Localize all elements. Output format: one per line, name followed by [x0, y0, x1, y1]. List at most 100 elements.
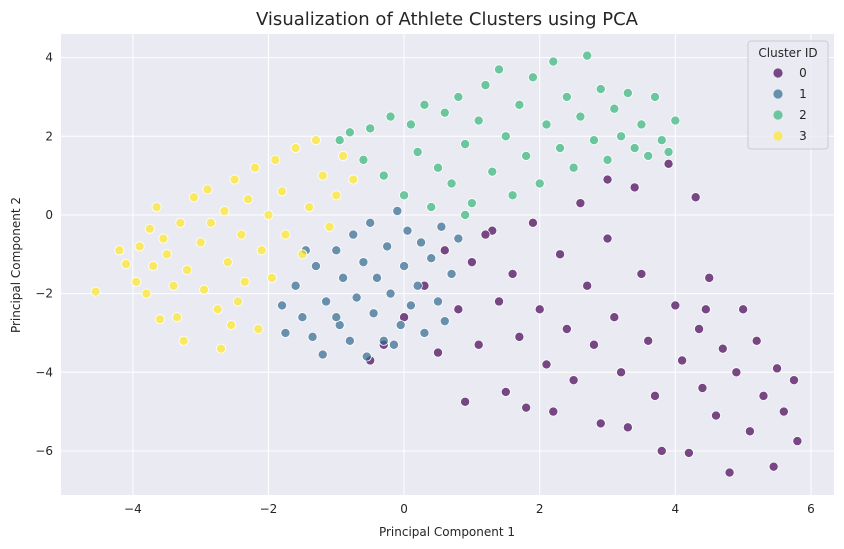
point-cluster-3: [236, 229, 247, 240]
point-cluster-1: [348, 229, 359, 240]
point-cluster-3: [202, 184, 213, 195]
point-cluster-0: [602, 174, 613, 185]
point-cluster-1: [321, 296, 332, 307]
point-cluster-0: [527, 217, 538, 228]
point-cluster-0: [507, 268, 518, 279]
x-tick-label: 0: [400, 502, 408, 516]
point-cluster-2: [582, 50, 593, 61]
point-cluster-2: [588, 135, 599, 146]
point-cluster-3: [243, 194, 254, 205]
point-cluster-1: [351, 292, 362, 303]
point-cluster-0: [629, 182, 640, 193]
point-cluster-2: [460, 139, 471, 150]
point-cluster-3: [216, 343, 227, 354]
point-cluster-0: [738, 304, 749, 315]
point-cluster-2: [616, 131, 627, 142]
point-cluster-1: [371, 272, 382, 283]
point-cluster-0: [609, 312, 620, 323]
point-cluster-0: [768, 461, 779, 472]
point-cluster-2: [419, 99, 430, 110]
point-cluster-0: [453, 304, 464, 315]
point-cluster-3: [161, 249, 172, 260]
point-cluster-1: [439, 316, 450, 327]
point-cluster-0: [494, 296, 505, 307]
point-cluster-0: [575, 198, 586, 209]
point-cluster-0: [649, 390, 660, 401]
y-ticks: −6 −4 −2 0 2 4: [35, 51, 53, 458]
point-cluster-1: [365, 217, 376, 228]
point-cluster-3: [304, 202, 315, 213]
point-cluster-2: [514, 99, 525, 110]
point-cluster-3: [348, 174, 359, 185]
point-cluster-2: [561, 91, 572, 102]
point-cluster-2: [412, 147, 423, 158]
point-cluster-2: [548, 56, 559, 67]
point-cluster-1: [361, 351, 372, 362]
point-cluster-3: [324, 221, 335, 232]
point-cluster-2: [602, 154, 613, 165]
point-cluster-3: [178, 335, 189, 346]
y-tick-label: −6: [35, 444, 53, 458]
point-cluster-2: [365, 123, 376, 134]
point-cluster-1: [307, 331, 318, 342]
point-cluster-3: [205, 217, 216, 228]
point-cluster-3: [229, 174, 240, 185]
point-cluster-3: [256, 245, 267, 256]
point-cluster-1: [419, 327, 430, 338]
point-cluster-2: [473, 115, 484, 126]
point-cluster-1: [358, 257, 369, 268]
point-cluster-3: [263, 209, 274, 220]
point-cluster-0: [724, 467, 735, 478]
point-cluster-3: [195, 237, 206, 248]
point-cluster-2: [487, 166, 498, 177]
point-cluster-0: [521, 402, 532, 413]
point-cluster-1: [290, 280, 301, 291]
point-cluster-3: [331, 190, 342, 201]
point-cluster-3: [212, 304, 223, 315]
point-cluster-0: [595, 418, 606, 429]
point-cluster-0: [677, 355, 688, 366]
legend-marker-1: [773, 89, 783, 99]
point-cluster-2: [439, 107, 450, 118]
point-cluster-2: [568, 162, 579, 173]
point-cluster-0: [616, 367, 627, 378]
point-cluster-2: [636, 119, 647, 130]
point-cluster-1: [412, 280, 423, 291]
legend-label: 2: [799, 108, 807, 122]
point-cluster-1: [388, 339, 399, 350]
point-cluster-1: [338, 272, 349, 283]
point-cluster-3: [297, 249, 308, 260]
legend-label: 0: [799, 66, 807, 80]
point-cluster-0: [778, 406, 789, 417]
legend: Cluster ID 0 1 2 3: [747, 40, 829, 150]
x-ticks: −4 −2 0 2 4 6: [124, 502, 815, 516]
point-cluster-2: [521, 150, 532, 161]
point-cluster-3: [266, 272, 277, 283]
point-cluster-3: [182, 265, 193, 276]
point-cluster-3: [239, 276, 250, 287]
point-cluster-1: [433, 296, 444, 307]
point-cluster-3: [154, 314, 165, 325]
point-cluster-0: [643, 335, 654, 346]
point-cluster-0: [663, 158, 674, 169]
point-cluster-1: [405, 300, 416, 311]
point-cluster-1: [317, 349, 328, 360]
point-cluster-0: [792, 436, 803, 447]
point-cluster-1: [436, 221, 447, 232]
point-cluster-0: [704, 272, 715, 283]
point-cluster-3: [134, 241, 145, 252]
point-cluster-0: [670, 300, 681, 311]
point-cluster-3: [232, 296, 243, 307]
point-cluster-2: [575, 111, 586, 122]
point-cluster-1: [331, 312, 342, 323]
point-cluster-3: [317, 170, 328, 181]
point-cluster-3: [114, 245, 125, 256]
point-cluster-3: [171, 312, 182, 323]
point-cluster-0: [744, 426, 755, 437]
chart-title: Visualization of Athlete Clusters using …: [256, 9, 639, 30]
legend-label: 1: [799, 87, 807, 101]
point-cluster-0: [731, 367, 742, 378]
y-tick-label: 2: [45, 129, 53, 143]
legend-marker-2: [773, 110, 783, 120]
point-cluster-0: [466, 257, 477, 268]
